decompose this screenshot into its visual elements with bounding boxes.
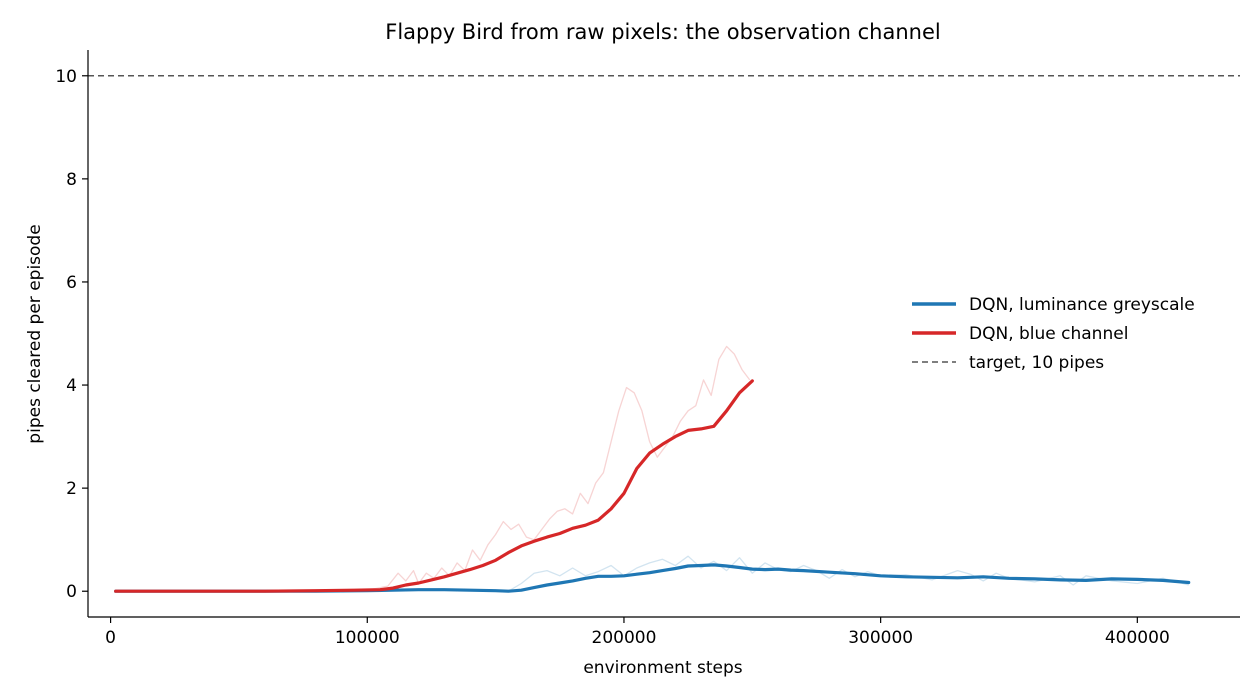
legend-label-blue-channel: DQN, blue channel (969, 324, 1128, 344)
legend-label-greyscale: DQN, luminance greyscale (969, 295, 1195, 315)
legend: DQN, luminance greyscale DQN, blue chann… (912, 295, 1195, 373)
smoothed-line-blue-channel (114, 379, 754, 593)
x-tick-label: 200000 (592, 628, 657, 648)
y-tick-label: 0 (66, 582, 77, 602)
y-axis-label: pipes cleared per episode (25, 224, 45, 443)
y-tick-label: 2 (66, 479, 77, 499)
y-tick-label: 4 (66, 376, 77, 396)
y-tick-label: 8 (66, 170, 77, 190)
x-axis-ticks: 0 100000 200000 300000 400000 (105, 617, 1170, 648)
smoothed-line-greyscale (114, 563, 1191, 593)
x-tick-label: 300000 (848, 628, 913, 648)
raw-line-blue-channel (115, 345, 751, 592)
chart-title: Flappy Bird from raw pixels: the observa… (385, 20, 940, 44)
y-tick-label: 6 (66, 273, 77, 293)
x-axis-label: environment steps (583, 658, 742, 678)
plot-area (88, 75, 1240, 593)
x-tick-label: 400000 (1105, 628, 1170, 648)
y-tick-label: 10 (55, 67, 77, 87)
y-axis-ticks: 0 2 4 6 8 10 (55, 67, 88, 602)
x-tick-label: 100000 (335, 628, 400, 648)
legend-label-target: target, 10 pipes (969, 353, 1104, 373)
x-tick-label: 0 (105, 628, 116, 648)
